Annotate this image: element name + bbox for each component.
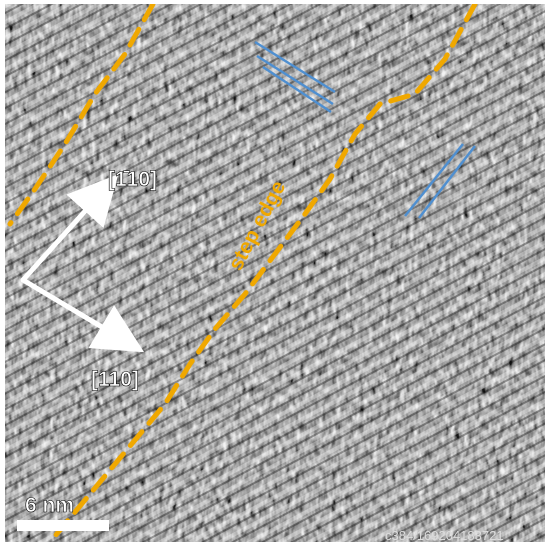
direction-arrows <box>20 174 145 353</box>
direction-label-110-bar: [1̄1​0] <box>108 168 157 191</box>
blue-line-right-1 <box>404 143 464 217</box>
blue-line-right-2 <box>418 145 476 219</box>
direction-label-110: [110] <box>91 368 139 391</box>
blue-line-top-1 <box>254 40 336 94</box>
left-dashed-line <box>7 4 156 227</box>
lattice-guides <box>254 40 476 219</box>
scale-bar: 6 nm <box>17 494 109 531</box>
scale-bar-label: 6 nm <box>25 494 74 517</box>
blue-line-top-2 <box>256 54 334 106</box>
stm-image-figure: [1̄1​0] [110] step edge 6 nm c384/169204… <box>5 4 545 542</box>
corner-image-id: c384/169204183721 <box>385 528 504 542</box>
blue-line-top-3 <box>262 65 332 114</box>
direction-arrow-icon <box>20 277 145 353</box>
step-edge-lines <box>7 4 478 542</box>
main-dashed-line <box>47 4 478 542</box>
direction-arrow-icon <box>20 174 119 283</box>
stm-background <box>5 4 545 542</box>
scale-bar-icon <box>17 520 109 531</box>
